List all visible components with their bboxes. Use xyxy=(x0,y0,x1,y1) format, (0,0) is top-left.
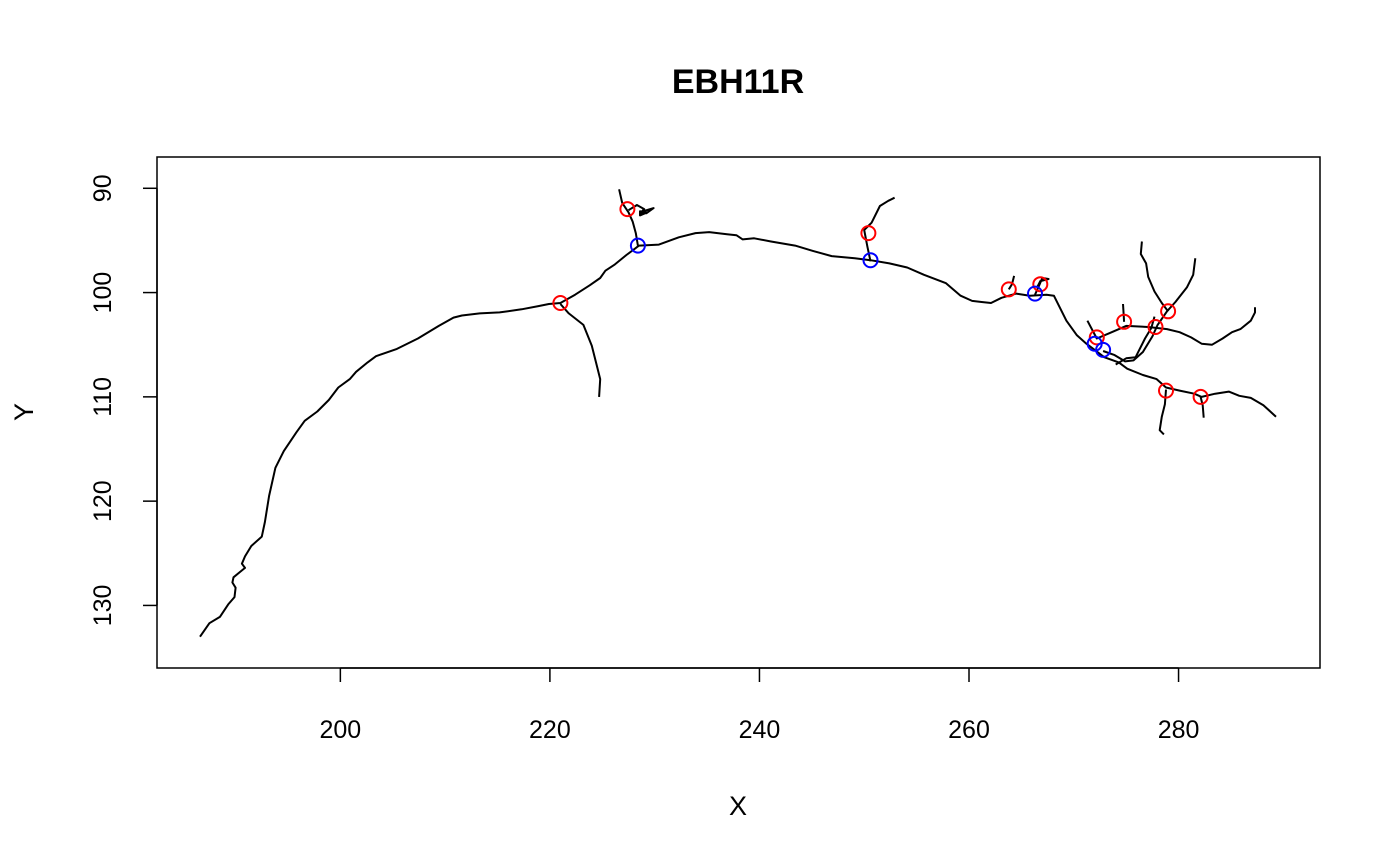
red-point xyxy=(1116,313,1133,330)
red-point xyxy=(1158,382,1174,399)
x-tick-label: 260 xyxy=(948,716,990,744)
y-tick-label: 130 xyxy=(89,585,117,627)
blue-point xyxy=(1095,341,1112,358)
point-layer xyxy=(552,201,1209,405)
x-tick-label: 280 xyxy=(1158,716,1200,744)
red-point xyxy=(1192,388,1209,405)
trace-line-13 xyxy=(1199,396,1205,418)
x-axis-label: X xyxy=(729,791,747,821)
red-point xyxy=(1160,303,1177,320)
trace-line-4 xyxy=(863,196,896,262)
trace-line-10 xyxy=(1115,316,1156,366)
trace-line-9 xyxy=(1102,258,1197,363)
y-tick-label: 90 xyxy=(89,174,117,202)
blue-point xyxy=(1027,285,1043,302)
red-point xyxy=(619,201,636,218)
blue-point xyxy=(629,237,646,254)
x-tick-label: 220 xyxy=(529,716,571,744)
red-point xyxy=(860,225,877,242)
trace-line-11 xyxy=(1139,241,1169,312)
chart-title: EBH11R xyxy=(672,63,804,101)
line-layer xyxy=(199,189,1277,638)
x-axis: 200 220 240 260 280 xyxy=(319,667,1200,744)
x-tick-label: 200 xyxy=(319,716,361,744)
trace-line-12 xyxy=(1158,389,1167,436)
x-tick-label: 240 xyxy=(739,716,781,744)
y-tick-label: 110 xyxy=(89,377,117,417)
y-tick-label: 100 xyxy=(89,272,117,314)
trace-line-8 xyxy=(1122,303,1126,322)
trace-line-3 xyxy=(627,204,655,217)
trace-line-0 xyxy=(199,231,1277,638)
plot-frame xyxy=(156,156,1321,669)
y-axis-label: Y xyxy=(9,403,39,421)
trace-line-1 xyxy=(559,303,602,397)
red-point xyxy=(1032,276,1049,293)
red-point xyxy=(552,295,569,311)
y-axis: 90 100 110 120 130 xyxy=(89,174,158,627)
red-point xyxy=(1000,281,1017,298)
blue-point xyxy=(862,252,879,269)
trace-line-7 xyxy=(1086,307,1256,346)
y-tick-label: 120 xyxy=(89,480,117,522)
trace-line-2 xyxy=(618,189,639,246)
red-point xyxy=(1147,319,1164,335)
